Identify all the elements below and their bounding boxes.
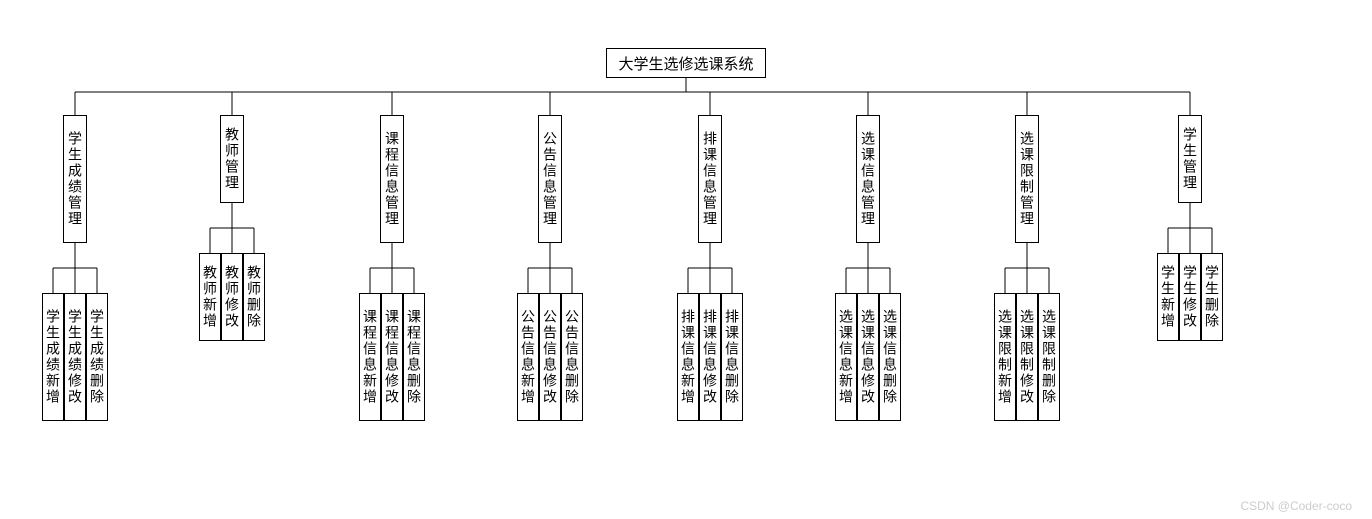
leaf-0-2: 学生成绩删除 (86, 293, 108, 421)
leaf-5-1: 选课信息修改 (857, 293, 879, 421)
leaf-3-0: 公告信息新增 (517, 293, 539, 421)
leaf-5-0: 选课信息新增 (835, 293, 857, 421)
leaf-7-0: 学生新增 (1157, 253, 1179, 341)
leaf-2-2: 课程信息删除 (403, 293, 425, 421)
module-0: 学生成绩管理 (63, 115, 87, 243)
leaf-5-2: 选课信息删除 (879, 293, 901, 421)
leaf-6-0: 选课限制新增 (994, 293, 1016, 421)
module-5: 选课信息管理 (856, 115, 880, 243)
leaf-0-1: 学生成绩修改 (64, 293, 86, 421)
leaf-2-1: 课程信息修改 (381, 293, 403, 421)
leaf-2-0: 课程信息新增 (359, 293, 381, 421)
module-6: 选课限制管理 (1015, 115, 1039, 243)
leaf-6-2: 选课限制删除 (1038, 293, 1060, 421)
module-2: 课程信息管理 (380, 115, 404, 243)
leaf-7-1: 学生修改 (1179, 253, 1201, 341)
leaf-4-2: 排课信息删除 (721, 293, 743, 421)
leaf-1-1: 教师修改 (221, 253, 243, 341)
leaf-4-0: 排课信息新增 (677, 293, 699, 421)
leaf-1-2: 教师删除 (243, 253, 265, 341)
module-7: 学生管理 (1178, 115, 1202, 203)
leaf-7-2: 学生删除 (1201, 253, 1223, 341)
module-1: 教师管理 (220, 115, 244, 203)
leaf-4-1: 排课信息修改 (699, 293, 721, 421)
leaf-1-0: 教师新增 (199, 253, 221, 341)
org-chart: CSDN @Coder-coco 大学生选修选课系统学生成绩管理学生成绩新增学生… (0, 0, 1372, 519)
module-4: 排课信息管理 (698, 115, 722, 243)
watermark: CSDN @Coder-coco (1240, 499, 1352, 513)
leaf-3-2: 公告信息删除 (561, 293, 583, 421)
root-node: 大学生选修选课系统 (606, 48, 766, 78)
module-3: 公告信息管理 (538, 115, 562, 243)
leaf-3-1: 公告信息修改 (539, 293, 561, 421)
leaf-0-0: 学生成绩新增 (42, 293, 64, 421)
leaf-6-1: 选课限制修改 (1016, 293, 1038, 421)
